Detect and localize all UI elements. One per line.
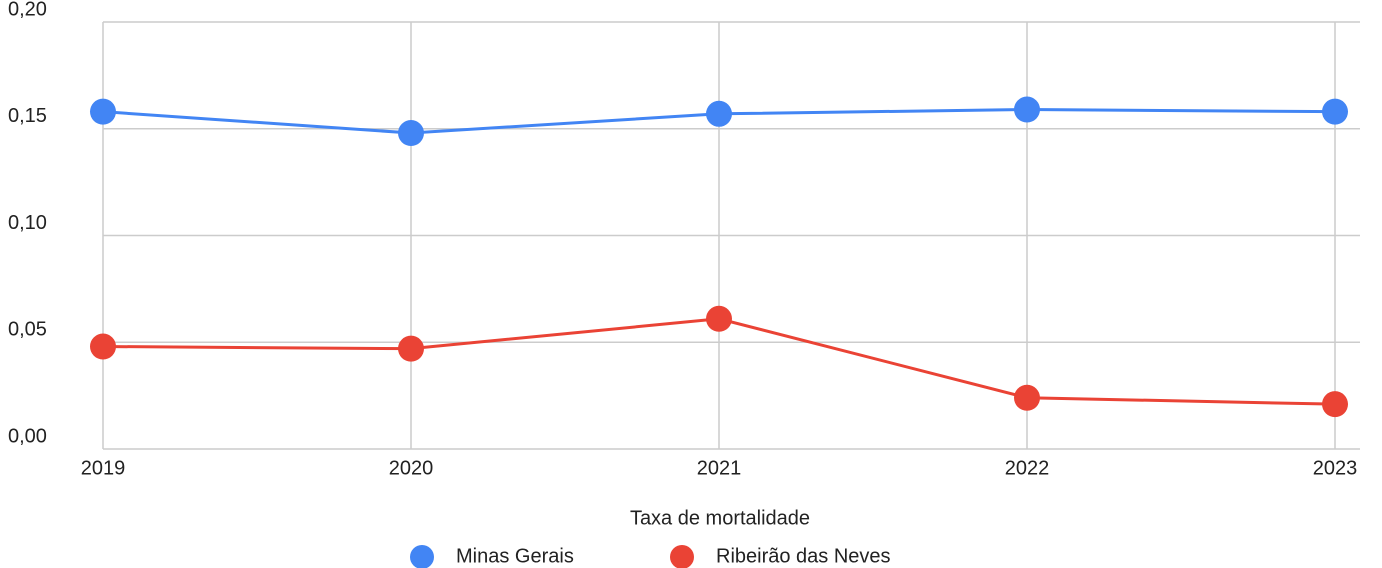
data-point bbox=[1322, 391, 1348, 418]
data-point bbox=[1322, 98, 1348, 125]
y-tick-label: 0,10 bbox=[8, 212, 47, 234]
x-axis-label: Taxa de mortalidade bbox=[630, 507, 810, 529]
y-tick-label: 0,15 bbox=[8, 105, 47, 127]
data-point bbox=[398, 335, 424, 362]
legend-label: Ribeirão das Neves bbox=[716, 545, 891, 567]
y-tick-label: 0,00 bbox=[8, 425, 47, 447]
data-point bbox=[1014, 384, 1040, 411]
x-tick-label: 2020 bbox=[389, 457, 434, 479]
x-tick-label: 2021 bbox=[697, 457, 742, 479]
data-point bbox=[706, 305, 732, 332]
x-tick-label: 2023 bbox=[1313, 457, 1358, 479]
legend-marker bbox=[410, 545, 434, 568]
x-tick-label: 2022 bbox=[1005, 457, 1050, 479]
data-point bbox=[398, 120, 424, 147]
legend-marker bbox=[670, 545, 694, 568]
y-tick-label: 0,05 bbox=[8, 319, 47, 341]
data-point bbox=[90, 333, 116, 360]
data-point bbox=[1014, 96, 1040, 123]
legend-label: Minas Gerais bbox=[456, 545, 574, 567]
data-point bbox=[90, 98, 116, 125]
y-tick-label: 0,20 bbox=[8, 0, 47, 20]
x-tick-label: 2019 bbox=[81, 457, 126, 479]
data-point bbox=[706, 100, 732, 127]
